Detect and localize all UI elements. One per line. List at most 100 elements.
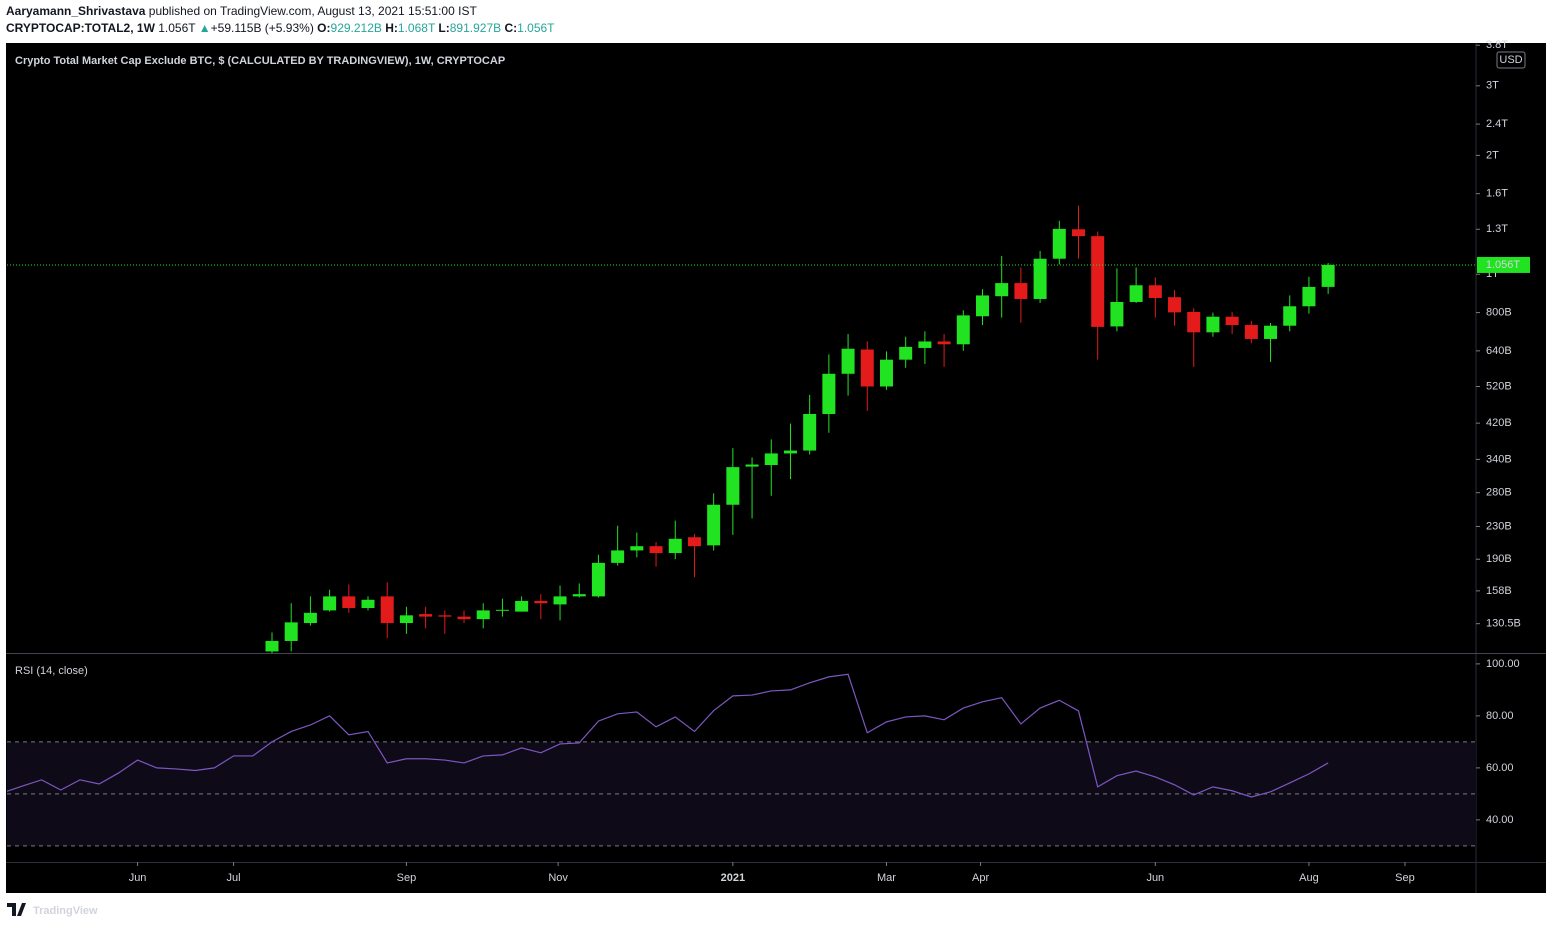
candle-body	[323, 596, 337, 611]
indicator-title: RSI (14, close)	[15, 665, 88, 677]
x-tick-label: Mar	[877, 872, 896, 884]
candle-body	[1014, 283, 1028, 299]
y-tick-label: 40.00	[1486, 814, 1514, 826]
candle-body	[687, 537, 701, 547]
candle-body	[1302, 286, 1316, 307]
candle-body	[975, 295, 989, 317]
y-tick-label: 190B	[1486, 553, 1512, 565]
candle-body	[1091, 236, 1105, 327]
x-tick-label: Sep	[397, 872, 417, 884]
x-tick-label: Jun	[1146, 872, 1164, 884]
y-tick-label: 3T	[1486, 80, 1499, 92]
candle-body	[591, 562, 605, 597]
candle-body	[956, 315, 970, 345]
arrow: ▲	[199, 21, 211, 35]
y-tick-label: 800B	[1486, 306, 1512, 318]
candle-body	[822, 373, 836, 414]
y-tick-label: 3.8T	[1486, 39, 1508, 51]
candle-body	[630, 546, 644, 551]
y-tick-label: 340B	[1486, 453, 1512, 465]
y-tick-label: 1.6T	[1486, 188, 1508, 200]
candle-body	[841, 348, 855, 374]
candle-body	[726, 467, 740, 505]
h-label: H:	[385, 21, 398, 35]
candle-body	[380, 596, 394, 624]
y-tick-label: 100.00	[1486, 658, 1520, 670]
currency: USD	[1499, 54, 1522, 66]
candle-body	[764, 453, 778, 466]
symbol-line: CRYPTOCAP:TOTAL2, 1W 1.056T ▲+59.115B (+…	[6, 21, 555, 35]
y-tick-label: 520B	[1486, 380, 1512, 392]
candle-body	[1187, 311, 1201, 333]
o-label: O:	[317, 21, 330, 35]
last-price-label: 1.056T	[1486, 259, 1521, 271]
candle-body	[1110, 301, 1124, 327]
c-label: C:	[504, 21, 517, 35]
x-tick-label: Jul	[227, 872, 241, 884]
candle-body	[515, 600, 529, 612]
footer-logo[interactable]: TradingView	[7, 903, 98, 917]
candle-body	[1072, 229, 1086, 237]
x-tick-label: Jun	[129, 872, 147, 884]
y-tick-label: 640B	[1486, 345, 1512, 357]
candle-body	[361, 599, 375, 608]
y-tick-label: 2.4T	[1486, 118, 1508, 130]
y-tick-label: 420B	[1486, 417, 1512, 429]
x-tick-label: Sep	[1395, 872, 1415, 884]
o-value: 929.212B	[331, 21, 382, 35]
candle-body	[1264, 325, 1278, 339]
candle-body	[1244, 325, 1258, 339]
candle-body	[783, 450, 797, 454]
candle-body	[1033, 258, 1047, 299]
candle-body	[860, 349, 874, 387]
candle-body	[649, 546, 663, 554]
candle-body	[879, 359, 893, 387]
candle-body	[1321, 264, 1335, 287]
candle-body	[1052, 228, 1066, 259]
y-tick-label: 80.00	[1486, 710, 1514, 722]
y-tick-label: 158B	[1486, 585, 1512, 597]
candle-body	[668, 538, 682, 554]
currency-box[interactable]	[1496, 51, 1526, 69]
candle-body	[1168, 297, 1182, 313]
c-value: 1.056T	[517, 21, 555, 35]
change: +59.115B (+5.93%)	[211, 21, 314, 35]
y-tick-label: 60.00	[1486, 762, 1514, 774]
candle-body	[438, 615, 452, 617]
candle-body	[553, 596, 567, 605]
chart-title: Crypto Total Market Cap Exclude BTC, $ (…	[15, 55, 505, 67]
pane	[7, 673, 1476, 847]
candle-body	[399, 615, 413, 624]
l-value: 891.927B	[450, 21, 501, 35]
y-tick-label: 1.3T	[1486, 223, 1508, 235]
price: 1.056T	[158, 21, 196, 35]
candle-body	[476, 610, 490, 620]
x-tick-label: Apr	[972, 872, 989, 884]
x-tick-label: 2021	[721, 872, 745, 884]
candle-body	[457, 616, 471, 620]
brand: TradingView	[33, 905, 98, 917]
rsi-line	[7, 673, 1329, 798]
candle-body	[534, 600, 548, 604]
candle-body	[265, 640, 279, 652]
candle-body	[937, 341, 951, 345]
candle-body	[611, 550, 625, 563]
candle-body	[1148, 285, 1162, 298]
candle-body	[995, 283, 1009, 297]
y-tick-label: 230B	[1486, 520, 1512, 532]
candle-body	[707, 504, 721, 546]
y-tick-label: 130.5B	[1486, 618, 1521, 630]
candle-body	[918, 341, 932, 348]
x-tick-label: Nov	[548, 872, 568, 884]
author[interactable]: Aaryamann_Shrivastava	[6, 4, 146, 18]
last-price-box	[1477, 256, 1530, 273]
candle-body	[284, 622, 298, 641]
header-line: Aaryamann_Shrivastava published on Tradi…	[6, 4, 477, 18]
candle-body	[495, 609, 509, 611]
candle-body	[1225, 316, 1239, 326]
candle-body	[572, 594, 586, 597]
candle-body	[803, 413, 817, 451]
published: published on TradingView.com, August 13,…	[149, 4, 478, 18]
candle-body	[1283, 306, 1297, 326]
